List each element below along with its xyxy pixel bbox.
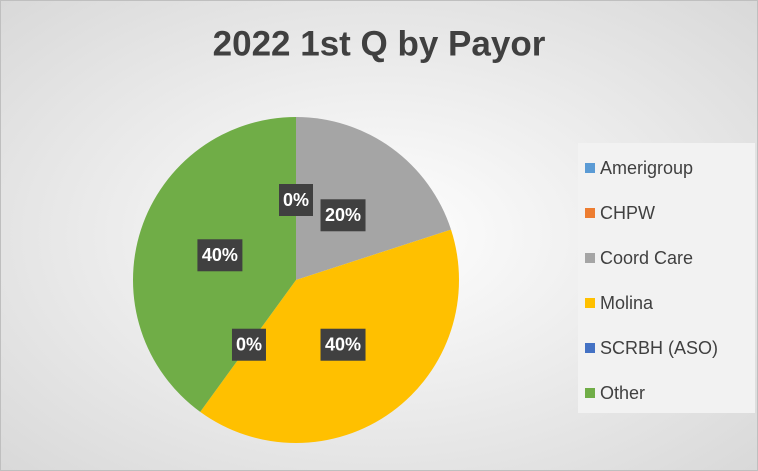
pie-slice [296, 117, 452, 280]
data-label: 40% [325, 334, 361, 354]
legend-swatch [585, 253, 595, 263]
legend-swatch [585, 343, 595, 353]
legend-swatch [585, 163, 595, 173]
legend-label: Coord Care [600, 248, 693, 268]
legend-label: SCRBH (ASO) [600, 338, 718, 358]
legend-swatch [585, 388, 595, 398]
data-label-box [279, 184, 313, 216]
legend-label: Molina [600, 293, 654, 313]
legend-label: CHPW [600, 203, 655, 223]
data-label: 0% [236, 334, 262, 354]
data-label-box [197, 239, 243, 272]
data-label: 20% [325, 205, 361, 225]
chart-title: 2022 1st Q by Payor [213, 24, 546, 63]
data-label-box [231, 328, 266, 361]
data-label: 40% [202, 245, 238, 265]
data-label-box [320, 328, 366, 361]
legend-label: Amerigroup [600, 158, 693, 178]
legend-label: Other [600, 383, 645, 403]
legend-swatch [585, 208, 595, 218]
data-label: 0% [283, 190, 309, 210]
data-label-box [320, 199, 366, 232]
legend-box [578, 143, 755, 413]
legend-swatch [585, 298, 595, 308]
